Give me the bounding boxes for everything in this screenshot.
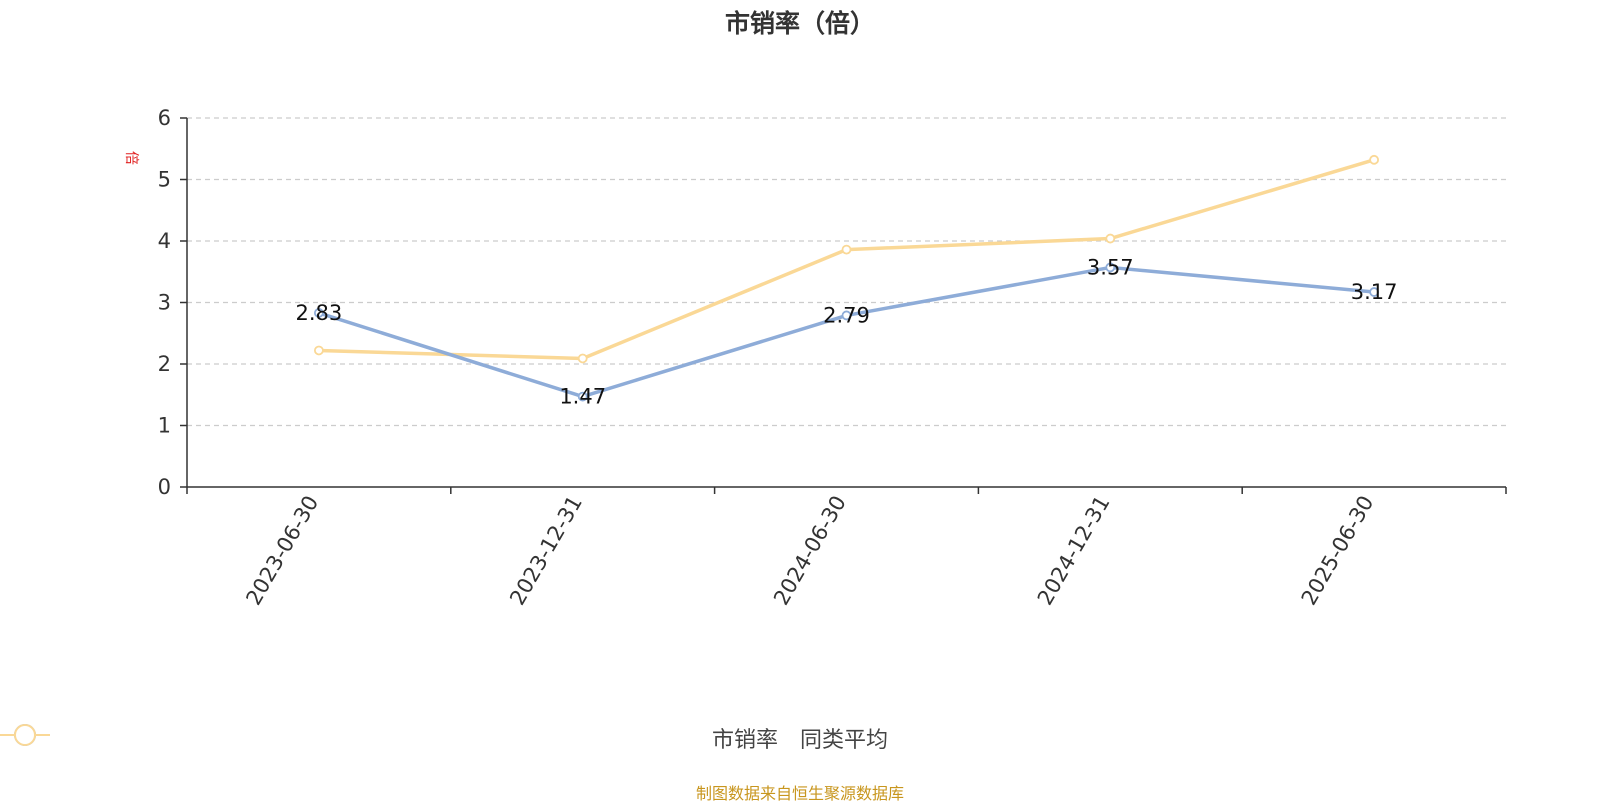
data-point (313, 308, 324, 318)
data-point (1105, 262, 1116, 273)
data-point (841, 310, 852, 321)
data-point (841, 244, 852, 255)
legend: 市销率 同类平均 (0, 722, 1600, 754)
legend-item-series-1[interactable]: 同类平均 (0, 722, 889, 754)
data-label: 1.47 (559, 385, 606, 409)
x-tick-label: 2024-06-30 (769, 492, 851, 610)
data-point (313, 345, 324, 356)
y-tick-label: 4 (158, 229, 171, 253)
data-point (577, 353, 588, 364)
y-tick-label: 2 (158, 352, 171, 376)
y-tick-label: 6 (158, 106, 171, 130)
legend-symbol-icon (0, 724, 50, 746)
data-label: 3.57 (1087, 255, 1134, 279)
data-point (1105, 233, 1116, 244)
y-tick-label: 5 (158, 168, 171, 192)
data-point (1369, 154, 1379, 165)
data-label: 2.79 (823, 303, 870, 327)
y-tick-label: 0 (158, 475, 171, 499)
x-tick-label: 2023-06-30 (241, 492, 323, 610)
data-point (1369, 287, 1379, 297)
data-point (577, 391, 588, 402)
y-axis-label: 倍 (123, 151, 139, 165)
legend-label: 同类平均 (800, 728, 889, 753)
data-label: 2.83 (296, 301, 343, 325)
series-line-1 (317, 158, 1376, 361)
y-tick-label: 3 (158, 291, 171, 315)
series-line-0 (317, 265, 1376, 399)
x-tick-label: 2025-06-30 (1297, 492, 1379, 610)
source-note: 制图数据来自恒生聚源数据库 (695, 784, 904, 803)
x-tick-label: 2024-12-31 (1033, 492, 1115, 610)
legend-item-series-0[interactable]: 市销率 (0, 722, 778, 754)
legend-label: 市销率 (711, 728, 778, 753)
data-label: 3.17 (1351, 280, 1398, 304)
y-tick-label: 1 (158, 414, 171, 438)
x-tick-label: 2023-12-31 (505, 492, 587, 610)
chart-title: 市销率（倍） (724, 9, 875, 38)
